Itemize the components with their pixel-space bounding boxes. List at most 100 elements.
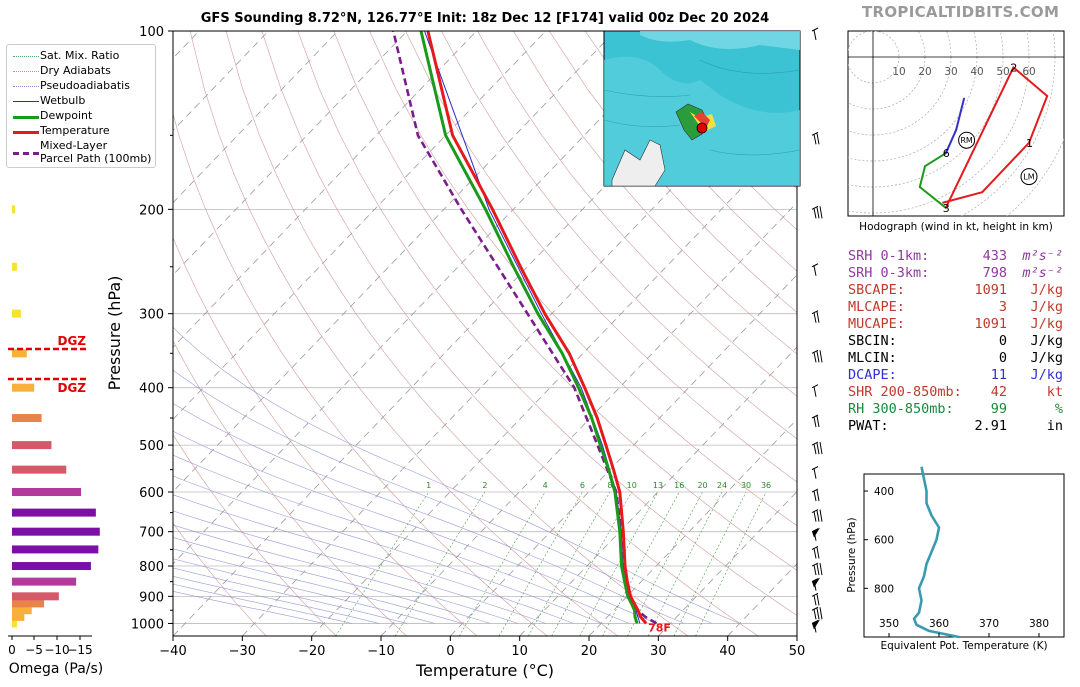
dgz-label-bottom: DGZ (57, 381, 86, 395)
legend-label: Pseudoadiabatis (40, 79, 130, 92)
mixing-ratio-line (673, 491, 747, 636)
wind-barb-staff (811, 545, 819, 550)
param-row: MUCAPE: 1091 J/kg (848, 316, 1063, 333)
legend-swatch (13, 56, 39, 57)
wind-barb (811, 592, 820, 606)
skewt-frame (172, 30, 798, 637)
param-number: 0 (998, 333, 1007, 349)
omega-bar (12, 349, 27, 358)
pseudoadiabat (173, 548, 463, 624)
wind-barb-feather (813, 490, 817, 502)
legend-swatch (13, 131, 39, 134)
dry-adiabat (261, 31, 759, 636)
param-label: DCAPE: (848, 367, 897, 383)
brand-watermark: TROPICALTIDBITS.COM (862, 3, 1060, 21)
dgz-label-top: DGZ (57, 334, 86, 348)
omega-bar (12, 599, 45, 608)
legend-item: Mixed-Layer Parcel Path (100mb) (7, 139, 155, 165)
param-value: 99% (991, 401, 1063, 418)
param-label: MLCIN: (848, 350, 897, 366)
mixing-ratio-line (602, 491, 680, 636)
skewt-y-label: Pressure (hPa) (105, 276, 124, 391)
param-label: RH 300-850mb: (848, 401, 954, 417)
wind-barb (811, 606, 823, 620)
wind-barb-staff (811, 592, 819, 597)
mixing-ratio-label: 24 (717, 481, 727, 490)
wind-barb (811, 349, 823, 363)
mixing-ratio-line (498, 491, 583, 636)
param-row: MLCAPE: 3 J/kg (848, 299, 1063, 316)
x-tick-label: −40 (159, 644, 186, 659)
mixing-ratio-line (627, 491, 703, 636)
wind-barb-feather (819, 206, 823, 219)
omega-x-label: Omega (Pa/s) (9, 661, 104, 677)
hodograph-marker (1020, 168, 1038, 186)
wind-barb (811, 27, 819, 41)
x-tick-label: 30 (650, 644, 667, 659)
hodograph-marker-label: RM (960, 136, 973, 145)
y-tick-label: 1000 (131, 617, 164, 632)
y-tick-label: 700 (139, 526, 164, 541)
param-row: SHR 200-850mb: 42 kt (848, 384, 1063, 401)
omega-bar (12, 262, 17, 271)
dry-adiabat (477, 31, 797, 397)
omega-panel (12, 205, 100, 628)
hodograph-height-label: 2 (1010, 61, 1017, 74)
hodograph-labels: 10 20 30 40 50 60 1 2 3 6 RM LM (892, 61, 1038, 215)
wind-barb-feather (816, 415, 820, 428)
theta-e-y-tick-label: 600 (874, 535, 894, 547)
wind-barb-feather (816, 207, 820, 219)
omega-axis: 0 −5 −10−15 (8, 635, 93, 657)
omega-bar (12, 441, 52, 450)
wind-barb-staff (811, 349, 819, 354)
wind-barb-feather (813, 312, 817, 323)
dry-adiabat (513, 31, 797, 355)
wind-barb-staff (811, 310, 819, 315)
hodograph-height-label: 1 (1026, 137, 1033, 150)
param-label: SRH 0-1km: (848, 248, 930, 264)
legend-swatch (13, 152, 39, 155)
wind-barb-feather (813, 468, 817, 479)
wind-barb-feather (816, 608, 820, 620)
param-value: 3 J/kg (999, 299, 1063, 316)
param-label: PWAT: (848, 418, 889, 434)
wind-barb-feather (819, 442, 823, 455)
omega-bar (12, 488, 82, 497)
param-number: 11 (990, 367, 1007, 383)
x-tick-label: 20 (581, 644, 598, 659)
legend-swatch (13, 101, 39, 102)
x-tick-label: −10 (367, 644, 394, 659)
isotherm (173, 31, 547, 420)
hodograph-marker-label: LM (1023, 173, 1034, 182)
param-number: 798 (982, 265, 1007, 281)
param-unit: kt (1046, 384, 1063, 400)
wind-barb-feather (813, 511, 817, 522)
theta-e-x-label: Equivalent Pot. Temperature (K) (880, 640, 1047, 652)
omega-bar (12, 508, 96, 517)
param-number: 433 (982, 248, 1007, 264)
y-tick-label: 300 (139, 308, 164, 323)
pseudoadiabat (173, 576, 380, 624)
param-row: SBCAPE: 1091 J/kg (848, 282, 1063, 299)
hodograph-segment (1012, 66, 1049, 97)
omega-bar (12, 562, 91, 571)
wind-barb (811, 466, 819, 479)
legend-item: Sat. Mix. Ratio (7, 49, 155, 63)
legend-label: Dry Adiabats (40, 64, 111, 77)
wind-barb (811, 384, 819, 397)
param-value: 1091 J/kg (974, 282, 1063, 299)
hodograph-ring-label: 10 (892, 66, 905, 78)
legend-label: Temperature (40, 124, 110, 137)
hodograph-ring-label: 20 (918, 66, 931, 78)
wind-barb-feather (813, 444, 817, 455)
wind-barb-feather (816, 351, 820, 363)
wind-barb-feather (816, 133, 820, 145)
param-value: 1091 J/kg (974, 316, 1063, 333)
x-tick-label: −30 (229, 644, 256, 659)
theta-e-line (912, 466, 960, 639)
param-unit: J/kg (1030, 282, 1063, 298)
param-value: 0 J/kg (999, 350, 1063, 367)
pseudoadiabat (173, 524, 518, 624)
surface-temp-label: 78F (648, 621, 671, 634)
mixing-ratio-label: 13 (653, 481, 663, 490)
